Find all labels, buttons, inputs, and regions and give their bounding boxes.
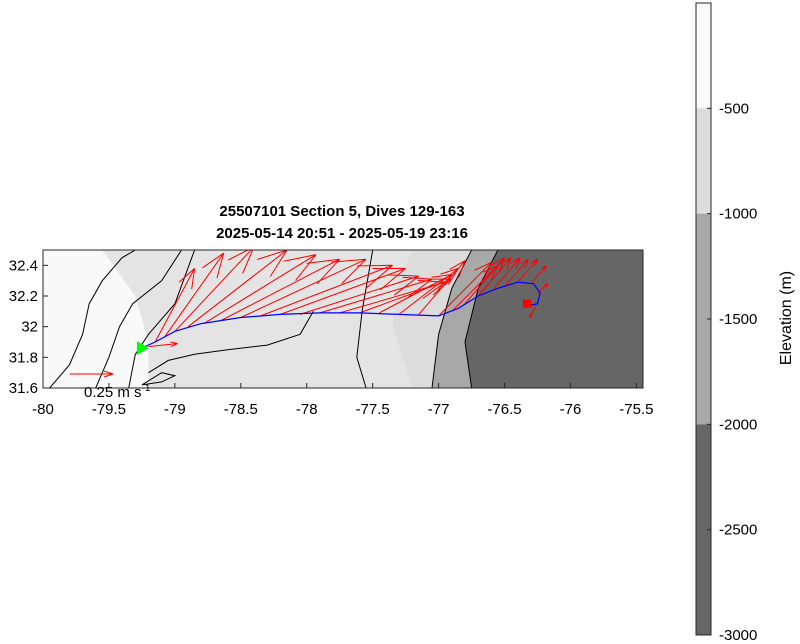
- colorbar-tick-label-3: -2000: [719, 416, 757, 433]
- scale-arrow-label: 0.25 m s-1: [84, 383, 151, 401]
- x-tick-label-8: -76: [560, 401, 582, 418]
- bathymetry-regions: [43, 250, 643, 388]
- x-tick-label-4: -78: [296, 401, 318, 418]
- current-vector-7: [240, 258, 367, 318]
- current-vectors: [148, 250, 549, 348]
- contour-line-4: [148, 311, 314, 374]
- y-tick-label-2: 32: [21, 319, 38, 336]
- current-vector-2: [163, 252, 225, 338]
- y-tick-label-4: 32.4: [9, 257, 38, 274]
- contour-line-1: [95, 250, 182, 388]
- current-vector-24: [530, 264, 548, 285]
- region-slope_upper: [102, 250, 413, 388]
- current-vector-17: [438, 261, 492, 317]
- current-vector-5: [203, 254, 317, 325]
- current-vector-23: [517, 258, 538, 283]
- colorbar-tick-label-5: -3000: [719, 627, 757, 644]
- region-deep2: [465, 250, 643, 388]
- y-tick-label-0: 31.6: [9, 380, 38, 397]
- colorbar-tick-label-1: -1000: [719, 206, 757, 223]
- region-deep1: [432, 250, 498, 388]
- track-line: [141, 281, 541, 349]
- x-tick-label-5: -77.5: [356, 401, 390, 418]
- colorbar-tick-label-0: -500: [719, 100, 749, 117]
- map-frame: [42, 249, 644, 389]
- y-tick-label-1: 31.8: [9, 349, 38, 366]
- current-vector-19: [464, 257, 505, 305]
- colorbar: -500 -1000 -1500 -2000 -2500 -3000: [695, 2, 757, 644]
- x-tick-label-2: -79: [164, 401, 186, 418]
- colorbar-band-3: [696, 424, 711, 635]
- colorbar-band-1: [696, 108, 711, 214]
- colorbar-label: Elevation (m): [778, 271, 795, 365]
- current-vector-1: [154, 268, 196, 343]
- current-vector-20: [477, 257, 512, 297]
- map-axes: -80 -79.5 -79 -78.5 -78 -77.5 -77 -76.5 -76 -75.5…: [9, 257, 654, 418]
- colorbar-band-2: [696, 213, 711, 425]
- colorbar-tick-label-4: -2500: [719, 522, 757, 539]
- x-tick-label-0: -80: [32, 401, 54, 418]
- current-vector-10: [299, 274, 420, 315]
- contour-line-5: [356, 250, 374, 388]
- current-vector-26: [529, 304, 537, 318]
- current-vector-9: [280, 267, 406, 315]
- region-shelf: [43, 250, 149, 388]
- glider-track: [141, 281, 541, 349]
- current-vector-4: [187, 250, 288, 328]
- contour-line-3: [141, 372, 177, 386]
- current-vector-21: [491, 257, 521, 292]
- current-vector-0: [148, 341, 178, 348]
- current-vector-22: [504, 258, 529, 288]
- contour-line-0: [49, 250, 136, 388]
- x-tick-label-9: -75.5: [619, 401, 653, 418]
- y-tick-label-3: 32.2: [9, 288, 38, 305]
- current-vector-18: [451, 264, 499, 312]
- current-vector-8: [260, 264, 393, 317]
- map-title-line2: 2025-05-14 20:51 - 2025-05-19 23:16: [216, 225, 468, 242]
- colorbar-band-0: [696, 3, 711, 109]
- current-vector-3: [174, 250, 254, 332]
- map-plot-area: [43, 250, 643, 388]
- current-vector-16: [418, 260, 466, 315]
- region-mid: [392, 250, 472, 388]
- track-markers: [136, 299, 531, 356]
- x-tick-label-1: -79.5: [92, 401, 126, 418]
- x-tick-label-3: -78.5: [224, 401, 258, 418]
- contour-line-2: [128, 250, 196, 388]
- x-tick-label-7: -76.5: [487, 401, 521, 418]
- map-title-line1: 25507101 Section 5, Dives 129-163: [219, 203, 464, 220]
- current-vector-14: [379, 274, 453, 314]
- start-marker: [136, 341, 149, 356]
- colorbar-tick-label-2: -1500: [719, 311, 757, 328]
- end-marker: [522, 299, 531, 308]
- x-tick-label-6: -77: [428, 401, 450, 418]
- scale-arrow: 0.25 m s-1: [70, 370, 151, 401]
- scale-arrow-exponent: -1: [142, 383, 151, 394]
